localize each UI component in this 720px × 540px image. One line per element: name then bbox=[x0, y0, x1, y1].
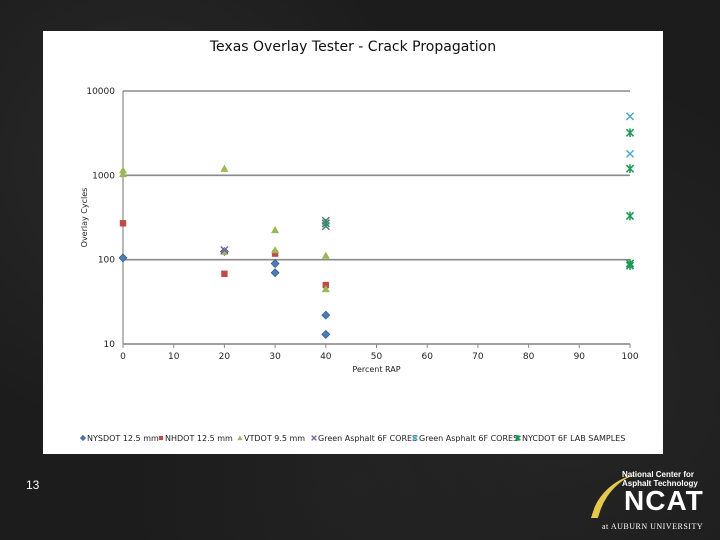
data-point bbox=[220, 245, 229, 255]
legend-entry: NYCDOT 6F LAB SAMPLES bbox=[522, 434, 625, 443]
slide-number: 13 bbox=[26, 478, 40, 492]
data-point bbox=[220, 164, 229, 172]
chart-title: Texas Overlay Tester - Crack Propagation bbox=[209, 39, 497, 55]
y-axis-label: Overlay Cycles bbox=[80, 188, 89, 248]
data-point bbox=[625, 164, 635, 173]
ncat-logo: National Center for Asphalt Technology N… bbox=[590, 468, 716, 534]
data-point bbox=[271, 225, 280, 234]
data-point bbox=[625, 128, 635, 138]
x-tick-label: 10 bbox=[168, 352, 180, 362]
x-tick-label: 0 bbox=[120, 352, 126, 362]
data-point bbox=[321, 218, 330, 228]
chart-panel: Texas Overlay Tester - Crack Propagation… bbox=[43, 31, 663, 454]
legend-entry: Green Asphalt 6F CORES bbox=[419, 434, 518, 443]
data-point bbox=[321, 329, 331, 339]
data-point bbox=[119, 166, 127, 174]
legend-marker bbox=[237, 435, 243, 441]
data-point bbox=[625, 259, 635, 268]
legend-entry: VTDOT 9.5 mm bbox=[244, 434, 305, 443]
logo-university: at AUBURN UNIVERSITY bbox=[602, 522, 704, 531]
data-point bbox=[270, 268, 280, 278]
y-tick-label: 100 bbox=[98, 256, 115, 266]
logo-wordmark: NCAT bbox=[624, 485, 704, 516]
y-tick-label: 1000 bbox=[92, 171, 115, 181]
data-point bbox=[271, 246, 280, 254]
x-tick-label: 40 bbox=[320, 352, 332, 362]
data-point bbox=[625, 149, 635, 158]
legend-entry: Green Asphalt 6F CORES bbox=[318, 434, 417, 443]
x-tick-label: 70 bbox=[472, 352, 484, 362]
data-point bbox=[625, 112, 635, 121]
data-point bbox=[270, 259, 280, 268]
legend-marker bbox=[311, 435, 317, 441]
x-tick-label: 80 bbox=[523, 352, 535, 362]
data-point bbox=[119, 220, 127, 227]
logo-subtitle: National Center for Asphalt Technology bbox=[622, 470, 698, 488]
x-axis-label: Percent RAP bbox=[352, 365, 400, 374]
y-tick-label: 10 bbox=[104, 340, 116, 350]
data-point bbox=[221, 270, 228, 277]
legend-marker bbox=[79, 434, 87, 442]
legend-marker bbox=[158, 435, 164, 441]
x-tick-label: 50 bbox=[371, 352, 383, 362]
data-point bbox=[118, 253, 128, 263]
x-tick-label: 30 bbox=[269, 352, 281, 362]
data-point bbox=[321, 284, 330, 293]
x-tick-label: 20 bbox=[219, 352, 231, 362]
legend-marker bbox=[412, 435, 418, 441]
data-point bbox=[321, 310, 331, 320]
scatter-plot: 10 100 1000 10000 0 10 20 30 40 50 60 70 80 90 100 Perc… bbox=[79, 87, 639, 443]
legend-marker bbox=[515, 435, 521, 441]
data-point bbox=[321, 251, 330, 259]
data-point bbox=[119, 169, 127, 178]
legend-entry: NHDOT 12.5 mm bbox=[165, 434, 233, 443]
legend-entry: NYSDOT 12.5 mm bbox=[87, 434, 159, 443]
x-tick-label: 100 bbox=[621, 352, 638, 362]
x-tick-label: 90 bbox=[574, 352, 586, 362]
data-point bbox=[625, 211, 635, 221]
y-tick-label: 10000 bbox=[86, 87, 115, 97]
data-point bbox=[271, 250, 279, 257]
x-tick-label: 60 bbox=[421, 352, 433, 362]
